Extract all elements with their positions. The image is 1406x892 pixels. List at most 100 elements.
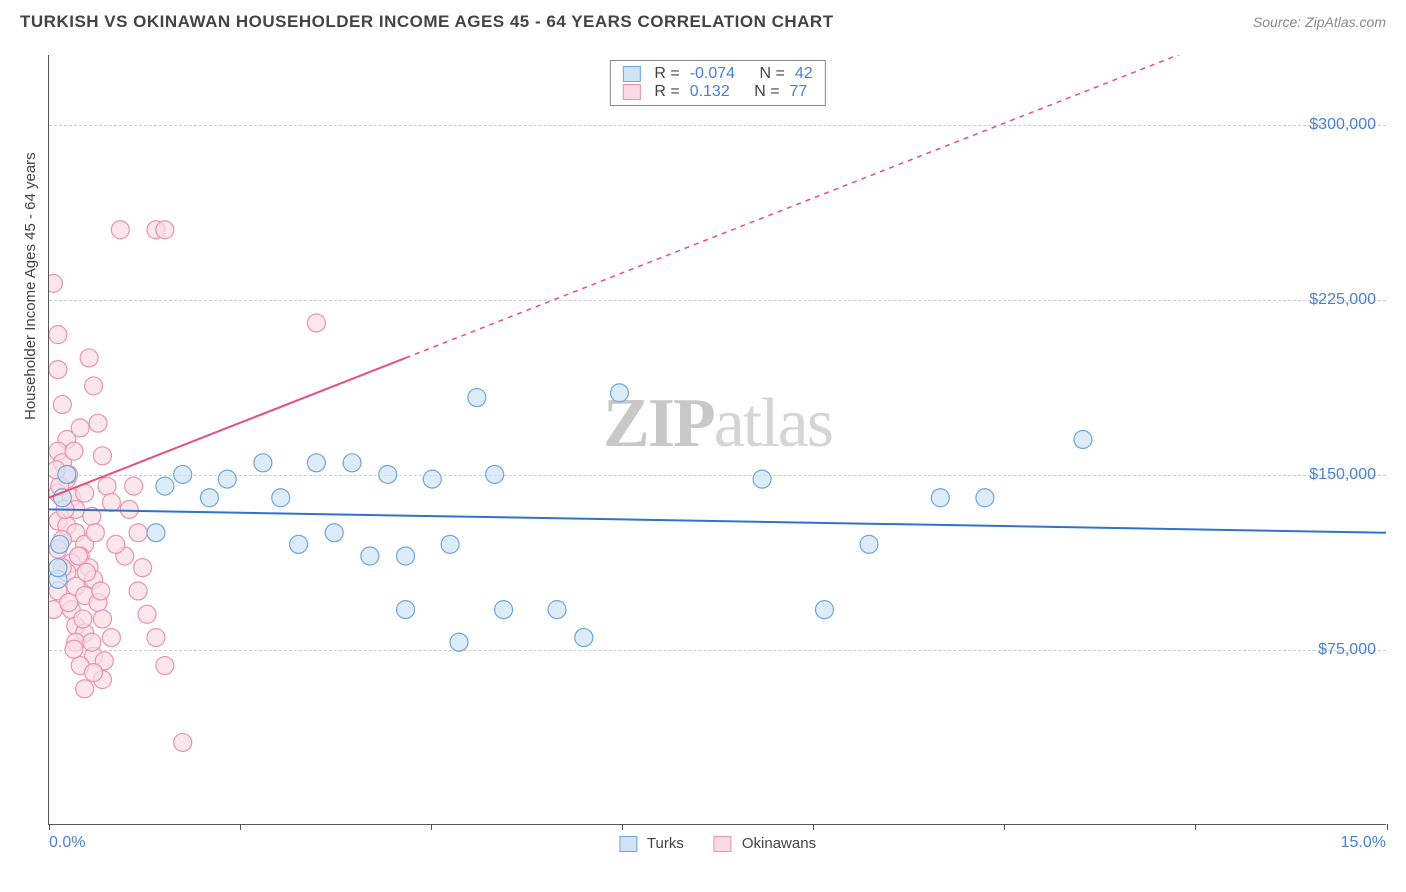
data-point — [76, 680, 94, 698]
n-value-okinawans: 77 — [790, 83, 808, 101]
data-point — [753, 470, 771, 488]
data-point — [290, 535, 308, 553]
n-label: N = — [754, 83, 779, 101]
data-point — [147, 524, 165, 542]
n-label: N = — [760, 65, 785, 83]
x-tick — [49, 824, 50, 830]
series-legend: Turks Okinawans — [619, 835, 816, 852]
x-axis-min-label: 0.0% — [49, 834, 85, 852]
data-point — [156, 221, 174, 239]
x-tick — [813, 824, 814, 830]
data-point — [49, 274, 62, 292]
data-point — [80, 349, 98, 367]
data-point — [361, 547, 379, 565]
x-tick — [1004, 824, 1005, 830]
r-value-okinawans: 0.132 — [690, 83, 730, 101]
trend-line-turks — [49, 509, 1386, 532]
data-point — [83, 633, 101, 651]
data-point — [93, 610, 111, 628]
data-point — [976, 489, 994, 507]
data-point — [486, 465, 504, 483]
data-point — [450, 633, 468, 651]
x-tick — [1195, 824, 1196, 830]
data-point — [441, 535, 459, 553]
data-point — [125, 477, 143, 495]
data-point — [931, 489, 949, 507]
data-point — [92, 582, 110, 600]
chart-title: TURKISH VS OKINAWAN HOUSEHOLDER INCOME A… — [20, 12, 834, 32]
data-point — [610, 384, 628, 402]
data-point — [468, 389, 486, 407]
data-point — [51, 535, 69, 553]
data-point — [575, 629, 593, 647]
data-point — [102, 629, 120, 647]
data-point — [65, 640, 83, 658]
data-point — [107, 535, 125, 553]
data-point — [147, 629, 165, 647]
legend-item-turks: Turks — [619, 835, 684, 852]
x-axis-max-label: 15.0% — [1341, 834, 1386, 852]
data-point — [85, 664, 103, 682]
x-tick — [240, 824, 241, 830]
data-point — [86, 524, 104, 542]
swatch-turks-icon — [619, 836, 637, 852]
trend-line-okinawans-dashed — [406, 55, 1386, 358]
n-value-turks: 42 — [795, 65, 813, 83]
x-tick — [622, 824, 623, 830]
data-point — [138, 605, 156, 623]
legend-row-turks: R = -0.074 N = 42 — [622, 65, 812, 83]
chart-area: ZIPatlas $75,000$150,000$225,000$300,000… — [48, 55, 1386, 825]
data-point — [98, 477, 116, 495]
data-point — [174, 465, 192, 483]
r-label: R = — [654, 83, 679, 101]
data-point — [102, 493, 120, 511]
legend-row-okinawans: R = 0.132 N = 77 — [622, 83, 812, 101]
legend-label-turks: Turks — [647, 835, 684, 852]
data-point — [272, 489, 290, 507]
data-point — [74, 610, 92, 628]
data-point — [156, 657, 174, 675]
data-point — [1074, 431, 1092, 449]
data-point — [85, 377, 103, 395]
x-tick — [1387, 824, 1388, 830]
data-point — [379, 465, 397, 483]
data-point — [69, 547, 87, 565]
data-point — [58, 465, 76, 483]
r-value-turks: -0.074 — [690, 65, 735, 83]
data-point — [129, 524, 147, 542]
chart-header: TURKISH VS OKINAWAN HOUSEHOLDER INCOME A… — [0, 0, 1406, 44]
data-point — [397, 601, 415, 619]
swatch-okinawans-icon — [714, 836, 732, 852]
data-point — [129, 582, 147, 600]
swatch-okinawans — [622, 84, 640, 100]
data-point — [174, 733, 192, 751]
data-point — [49, 559, 67, 577]
x-tick — [431, 824, 432, 830]
y-axis-label: Householder Income Ages 45 - 64 years — [22, 152, 39, 420]
data-point — [218, 470, 236, 488]
data-point — [65, 442, 83, 460]
data-point — [53, 396, 71, 414]
data-point — [156, 477, 174, 495]
data-point — [93, 447, 111, 465]
data-point — [120, 500, 138, 518]
data-point — [815, 601, 833, 619]
correlation-legend: R = -0.074 N = 42 R = 0.132 N = 77 — [609, 60, 825, 106]
data-point — [860, 535, 878, 553]
swatch-turks — [622, 66, 640, 82]
data-point — [111, 221, 129, 239]
data-point — [49, 326, 67, 344]
legend-item-okinawans: Okinawans — [714, 835, 816, 852]
data-point — [89, 414, 107, 432]
data-point — [307, 314, 325, 332]
r-label: R = — [654, 65, 679, 83]
source-label: Source: ZipAtlas.com — [1253, 14, 1386, 30]
data-point — [307, 454, 325, 472]
data-point — [49, 361, 67, 379]
data-point — [423, 470, 441, 488]
scatter-plot — [49, 55, 1386, 824]
data-point — [343, 454, 361, 472]
data-point — [200, 489, 218, 507]
data-point — [60, 594, 78, 612]
legend-label-okinawans: Okinawans — [742, 835, 816, 852]
